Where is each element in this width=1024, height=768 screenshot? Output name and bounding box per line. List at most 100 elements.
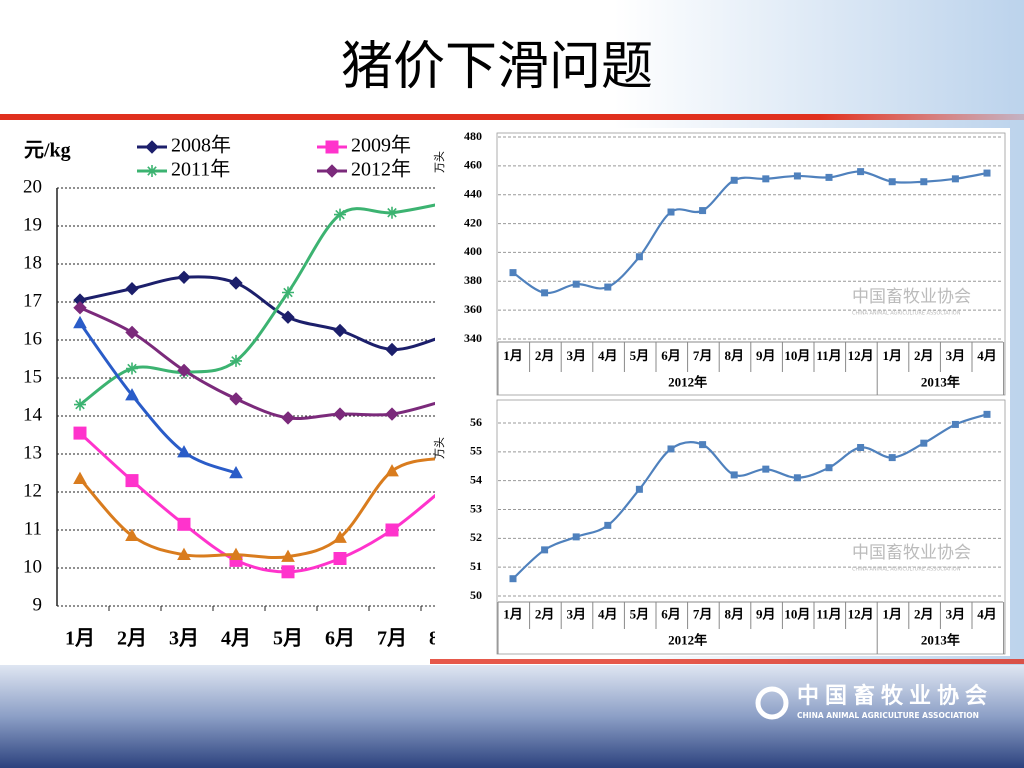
data-point <box>730 176 738 184</box>
data-point <box>888 178 896 186</box>
data-point <box>825 173 833 181</box>
data-point <box>177 547 191 560</box>
y-tick-label: 17 <box>23 290 42 311</box>
data-point <box>386 206 398 219</box>
logo-icon <box>755 686 789 720</box>
data-point <box>325 140 339 154</box>
x-tick-label: 4月 <box>977 348 997 363</box>
data-point <box>604 521 612 529</box>
data-point <box>73 300 87 315</box>
y-tick-label: 53 <box>470 501 482 515</box>
footer-band <box>0 665 1024 768</box>
chart-panel <box>430 128 1010 398</box>
data-point <box>762 175 770 183</box>
data-point <box>385 407 399 421</box>
y-tick-label: 340 <box>464 331 482 345</box>
data-point <box>333 407 347 421</box>
title-rule <box>0 114 1024 120</box>
y-tick-label: 16 <box>23 328 42 349</box>
data-point <box>126 362 138 375</box>
y-tick-label: 10 <box>23 556 42 577</box>
y-tick-label: 440 <box>464 186 482 200</box>
x-tick-label: 11月 <box>816 348 841 363</box>
data-point <box>125 528 139 541</box>
data-point <box>385 523 399 537</box>
x-tick-label: 4月 <box>598 606 618 621</box>
series-line <box>512 170 988 295</box>
x-tick-label: 2月 <box>535 348 555 363</box>
data-point <box>699 207 707 215</box>
x-tick-label: 2月 <box>535 606 555 621</box>
x-tick-label: 8月 <box>724 348 744 363</box>
x-tick-label: 4月 <box>598 348 618 363</box>
data-point <box>282 286 294 299</box>
data-point <box>73 315 87 329</box>
data-point <box>325 164 339 178</box>
data-point <box>793 474 801 482</box>
data-point <box>229 465 243 479</box>
y-axis-label: 元/kg <box>24 140 71 162</box>
data-point <box>572 533 580 541</box>
footer-name: 中国畜牧业协会 <box>797 683 993 709</box>
data-point <box>509 575 517 583</box>
y-tick-label: 9 <box>33 594 43 615</box>
data-point <box>145 140 159 154</box>
chart: 元/kg 9 10 11 12 13 14 15 16 17 18 19 20 1月 2月 3月 4月 5月 6月 7… <box>23 134 459 650</box>
x-tick-label: 6月 <box>661 606 681 621</box>
series-line <box>78 322 237 475</box>
watermark: 中国畜牧业协会 <box>852 543 971 563</box>
y-tick-label: 360 <box>464 302 482 316</box>
data-point <box>635 485 643 493</box>
chart-frame <box>496 132 1006 396</box>
x-tick-label: 12月 <box>848 348 874 363</box>
y-tick-label: 420 <box>464 215 482 229</box>
footer-english: CHINA ANIMAL AGRICULTURE ASSOCIATION <box>797 711 979 720</box>
data-point <box>146 165 158 177</box>
y-tick-label: 18 <box>23 252 42 273</box>
y-tick-label: 15 <box>23 366 42 387</box>
data-point <box>333 323 347 338</box>
x-tick-label: 2月 <box>117 628 147 650</box>
legend-label: 2008年 <box>171 134 231 157</box>
x-tick-label: 3月 <box>946 348 966 363</box>
y-tick-label: 56 <box>470 415 482 429</box>
data-point <box>699 441 707 449</box>
y-tick-label: 20 <box>23 176 42 197</box>
data-point <box>385 342 399 357</box>
x-tick-label: 8月 <box>724 606 744 621</box>
data-point <box>730 471 738 479</box>
chart-frame <box>496 399 1006 655</box>
data-point <box>762 465 770 473</box>
y-tick-label: 14 <box>23 404 43 425</box>
x-tick-label: 5月 <box>273 628 303 650</box>
x-tick-label: 4月 <box>221 628 251 650</box>
y-tick-label: 55 <box>470 444 482 458</box>
data-point <box>888 454 896 462</box>
watermark: CHINA ANIMAL AGRICULTURE ASSOCIATION <box>852 311 961 317</box>
data-point <box>983 169 991 177</box>
data-point <box>229 392 243 406</box>
x-tick-label: 3月 <box>566 606 586 621</box>
data-point <box>125 325 139 340</box>
data-point <box>230 354 242 367</box>
data-point <box>572 280 580 288</box>
data-point <box>334 208 346 221</box>
data-point <box>667 445 675 453</box>
x-tick-label: 6月 <box>325 628 355 650</box>
x-tick-label: 8月 <box>429 628 459 650</box>
group-label: 2013年 <box>921 374 960 389</box>
x-tick-label: 2月 <box>914 606 934 621</box>
data-point <box>951 175 959 183</box>
x-tick-label: 1月 <box>65 628 95 650</box>
y-tick-label: 400 <box>464 244 482 258</box>
group-label: 2013年 <box>921 632 960 647</box>
data-point <box>667 208 675 216</box>
data-point <box>983 410 991 418</box>
data-point <box>541 546 549 554</box>
data-point <box>920 439 928 447</box>
data-point <box>857 168 865 176</box>
data-point <box>73 426 87 440</box>
x-tick-label: 11月 <box>816 606 841 621</box>
series-line <box>512 413 988 580</box>
